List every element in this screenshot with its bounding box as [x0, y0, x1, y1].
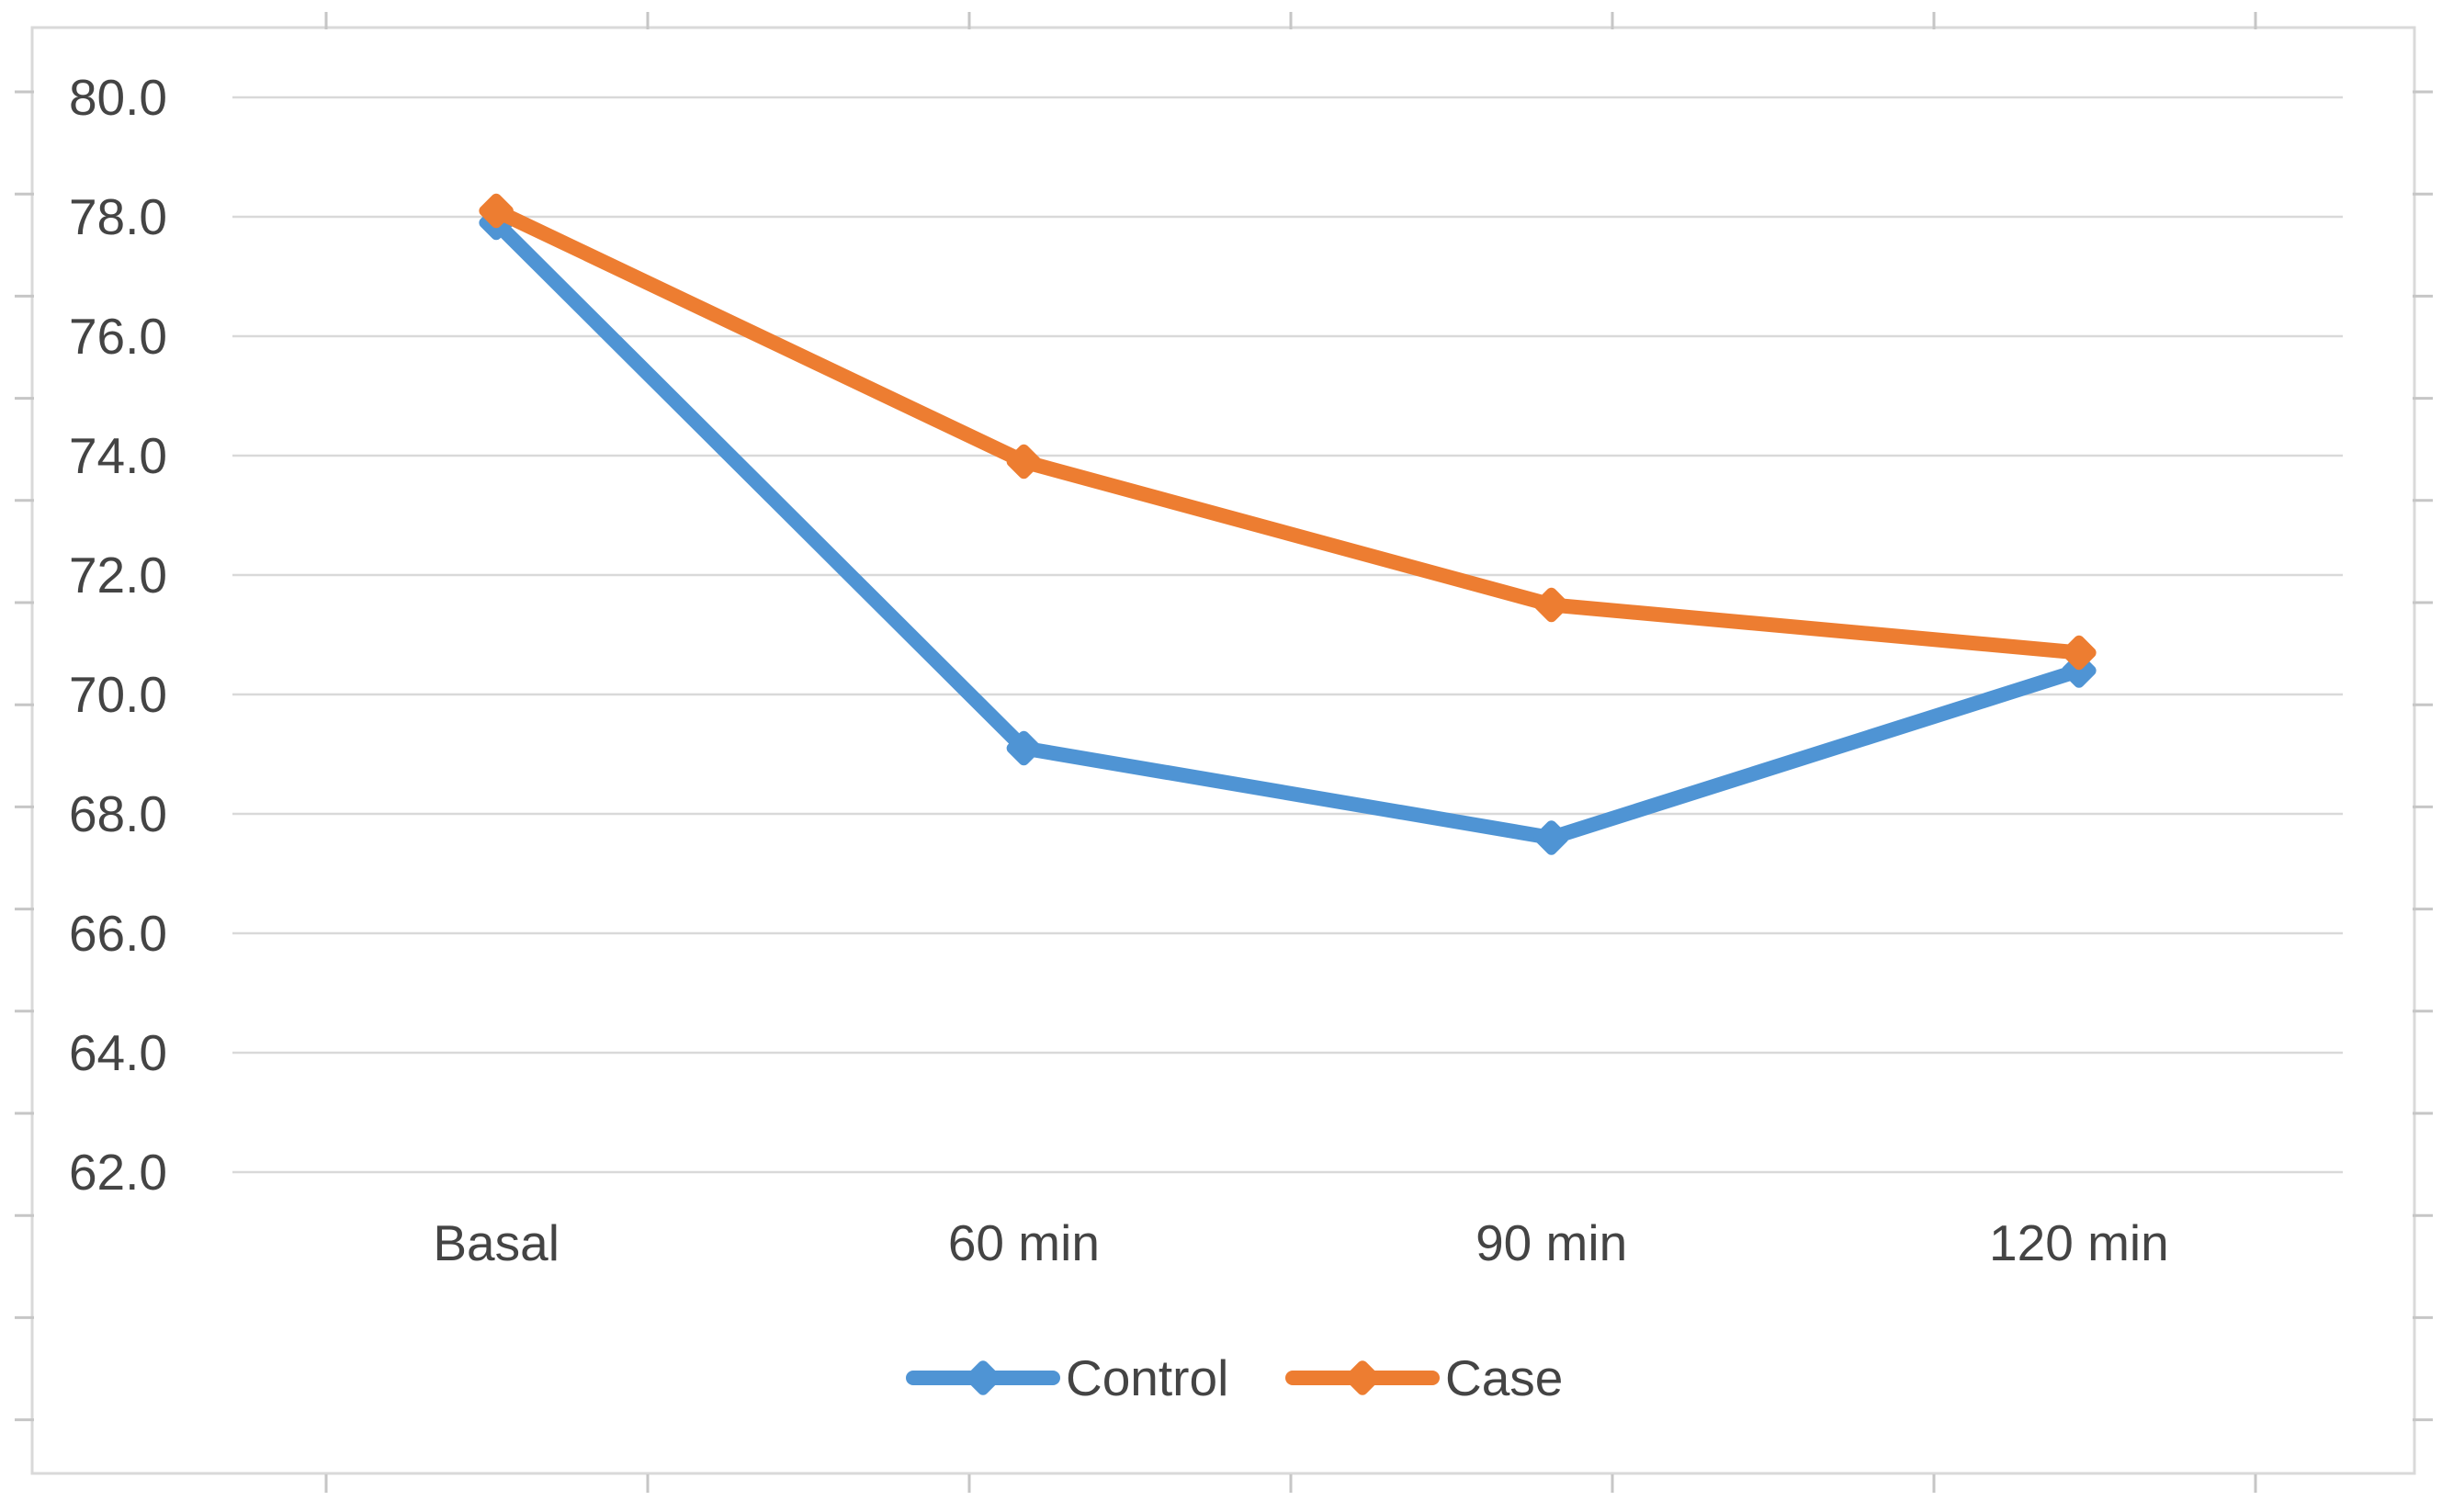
legend-label-case: Case	[1445, 1349, 1563, 1406]
series-marker-case	[479, 193, 514, 229]
series-line-control	[489, 215, 2086, 845]
legend-marker-control	[966, 1360, 1001, 1395]
series-marker-control	[1006, 730, 1042, 766]
chart-area-border	[30, 26, 2416, 1475]
y-axis-tick-label: 64.0	[69, 1024, 167, 1081]
x-axis-category-label: 120 min	[1989, 1214, 2169, 1271]
x-axis-category-label: 90 min	[1475, 1214, 1627, 1271]
series-marker-control	[1533, 820, 1569, 855]
y-axis-tick-label: 72.0	[69, 547, 167, 604]
series-marker-case	[1006, 444, 1042, 480]
series-marker-case	[2062, 635, 2097, 671]
y-axis-tick-label: 68.0	[69, 785, 167, 842]
series-line-case	[489, 203, 2086, 660]
y-axis-tick-label: 78.0	[69, 188, 167, 245]
series-marker-case	[1533, 587, 1569, 623]
y-axis-tick-label: 70.0	[69, 666, 167, 723]
legend-label-control: Control	[1066, 1349, 1228, 1406]
x-axis-category-label: Basal	[433, 1214, 560, 1271]
legend-marker-case	[1345, 1360, 1380, 1395]
y-axis-tick-label: 76.0	[69, 308, 167, 365]
y-axis-tick-label: 80.0	[69, 69, 167, 126]
y-axis-tick-label: 66.0	[69, 905, 167, 962]
x-axis-category-label: 60 min	[948, 1214, 1100, 1271]
y-axis-tick-label: 62.0	[69, 1144, 167, 1201]
y-axis-tick-label: 74.0	[69, 427, 167, 484]
